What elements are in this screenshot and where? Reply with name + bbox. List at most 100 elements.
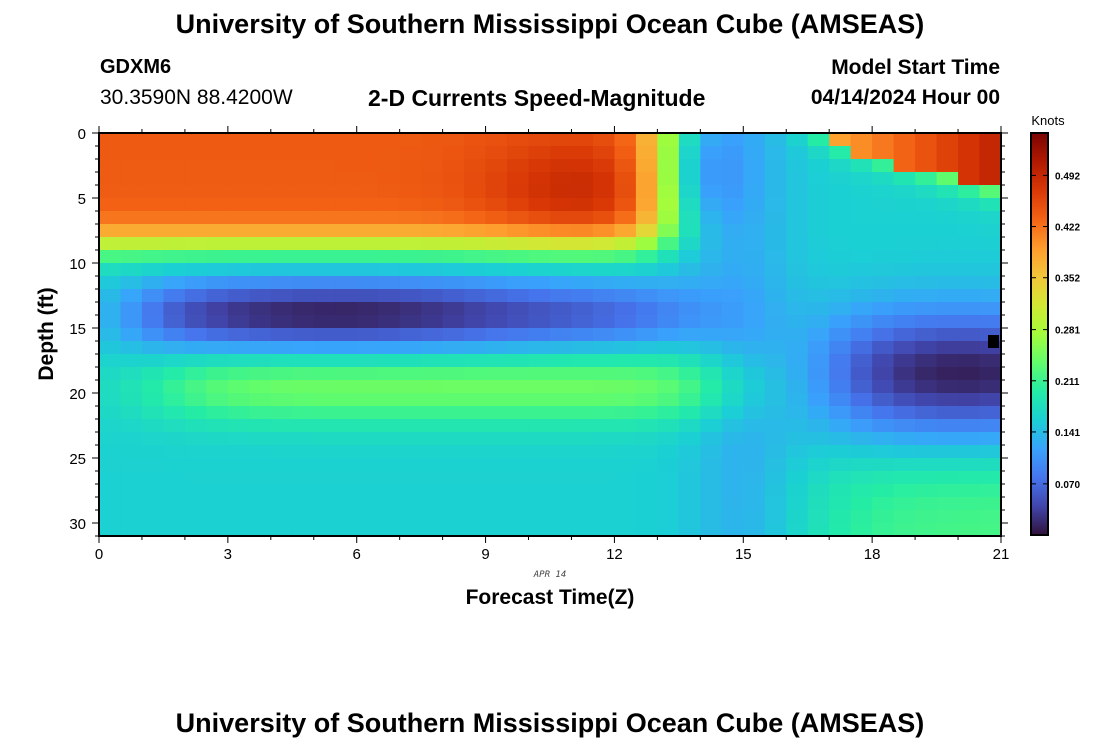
heatmap-cell — [571, 133, 594, 147]
heatmap-cell — [936, 354, 959, 368]
heatmap-cell — [915, 445, 938, 459]
heatmap-cell — [507, 419, 530, 433]
heatmap-cell — [163, 211, 186, 225]
heatmap-cell — [141, 380, 165, 394]
heatmap-cell — [893, 211, 916, 225]
heatmap-cell — [485, 341, 508, 355]
heatmap-cell — [807, 159, 830, 173]
heatmap-cell — [528, 172, 551, 186]
heatmap-cell — [313, 432, 336, 446]
colorbar-tick-label: 0.211 — [1055, 377, 1080, 388]
heatmap-cell — [249, 406, 272, 420]
heatmap-cell — [592, 458, 616, 472]
heatmap-cell — [786, 341, 809, 355]
heatmap-cell — [313, 419, 336, 433]
heatmap-cell — [141, 289, 165, 303]
heatmap-cell — [721, 432, 744, 446]
heatmap-cell — [421, 497, 444, 511]
heatmap-cell — [442, 198, 465, 212]
heatmap-cell — [507, 380, 530, 394]
heatmap-cell — [249, 445, 272, 459]
heatmap-cell — [485, 471, 508, 485]
heatmap-cell — [743, 523, 766, 537]
heatmap-cell — [635, 172, 658, 186]
heatmap-cell — [249, 432, 272, 446]
heatmap-cell — [958, 263, 981, 277]
heatmap-cell — [442, 315, 465, 329]
heatmap-cell — [657, 302, 680, 316]
heatmap-cell — [743, 185, 766, 199]
heatmap-cell — [249, 393, 272, 407]
heatmap-cell — [120, 523, 143, 537]
heatmap-cell — [829, 198, 852, 212]
heatmap-cell — [313, 276, 336, 290]
heatmap-cell — [399, 172, 422, 186]
heatmap-cell — [206, 289, 229, 303]
heatmap-cell — [292, 250, 315, 264]
heatmap-cell — [872, 510, 895, 524]
heatmap-cell — [893, 341, 916, 355]
heatmap-cell — [850, 523, 873, 537]
heatmap-cell — [958, 341, 981, 355]
heatmap-cell — [550, 419, 573, 433]
heatmap-cell — [399, 289, 422, 303]
heatmap-cell — [120, 198, 143, 212]
heatmap-cell — [550, 354, 573, 368]
heatmap-cell — [915, 510, 938, 524]
heatmap-cell — [528, 146, 551, 160]
heatmap-cell — [936, 406, 959, 420]
heatmap-cell — [356, 250, 379, 264]
heatmap-cell — [700, 419, 723, 433]
heatmap-cell — [614, 211, 637, 225]
heatmap-cell — [850, 445, 873, 459]
heatmap-cell — [592, 419, 616, 433]
heatmap-cell — [442, 133, 465, 147]
heatmap-cell — [657, 419, 680, 433]
heatmap-cell — [507, 133, 530, 147]
heatmap-cell — [99, 380, 122, 394]
heatmap-cell — [421, 471, 444, 485]
heatmap-cell — [958, 354, 981, 368]
heatmap-cell — [270, 497, 293, 511]
heatmap-cell — [979, 393, 1002, 407]
heatmap-cell — [292, 133, 315, 147]
heatmap-cell — [399, 224, 422, 238]
heatmap-cell — [442, 393, 465, 407]
heatmap-cell — [786, 159, 809, 173]
heatmap-cell — [614, 419, 637, 433]
heatmap-cell — [507, 185, 530, 199]
heatmap-cell — [528, 354, 551, 368]
heatmap-cell — [979, 276, 1002, 290]
heatmap-cell — [464, 510, 487, 524]
heatmap-cell — [850, 289, 873, 303]
heatmap-cell — [915, 159, 938, 173]
heatmap-cell — [206, 406, 229, 420]
heatmap-cell — [936, 172, 959, 186]
heatmap-cell — [270, 432, 293, 446]
heatmap-cell — [550, 497, 573, 511]
heatmap-cell — [850, 484, 873, 498]
heatmap-cell — [442, 497, 465, 511]
heatmap-cell — [163, 198, 186, 212]
heatmap-cell — [936, 341, 959, 355]
heatmap-cell — [184, 302, 207, 316]
heatmap-cell — [764, 419, 787, 433]
heatmap-cell — [227, 237, 250, 251]
heatmap-cell — [421, 419, 444, 433]
heatmap-cell — [464, 354, 487, 368]
heatmap-cell — [635, 211, 658, 225]
heatmap-cell — [421, 276, 444, 290]
heatmap-cell — [270, 263, 293, 277]
heatmap-cell — [464, 523, 487, 537]
heatmap-cell — [464, 328, 487, 342]
heatmap-cell — [99, 341, 122, 355]
heatmap-cell — [893, 289, 916, 303]
heatmap-cell — [657, 445, 680, 459]
heatmap-cell — [764, 302, 787, 316]
x-tick-label: 9 — [481, 546, 489, 563]
heatmap-cell — [313, 289, 336, 303]
heatmap-cell — [99, 133, 122, 147]
heatmap-cell — [872, 185, 895, 199]
heatmap-cell — [786, 380, 809, 394]
heatmap-cell — [163, 432, 186, 446]
